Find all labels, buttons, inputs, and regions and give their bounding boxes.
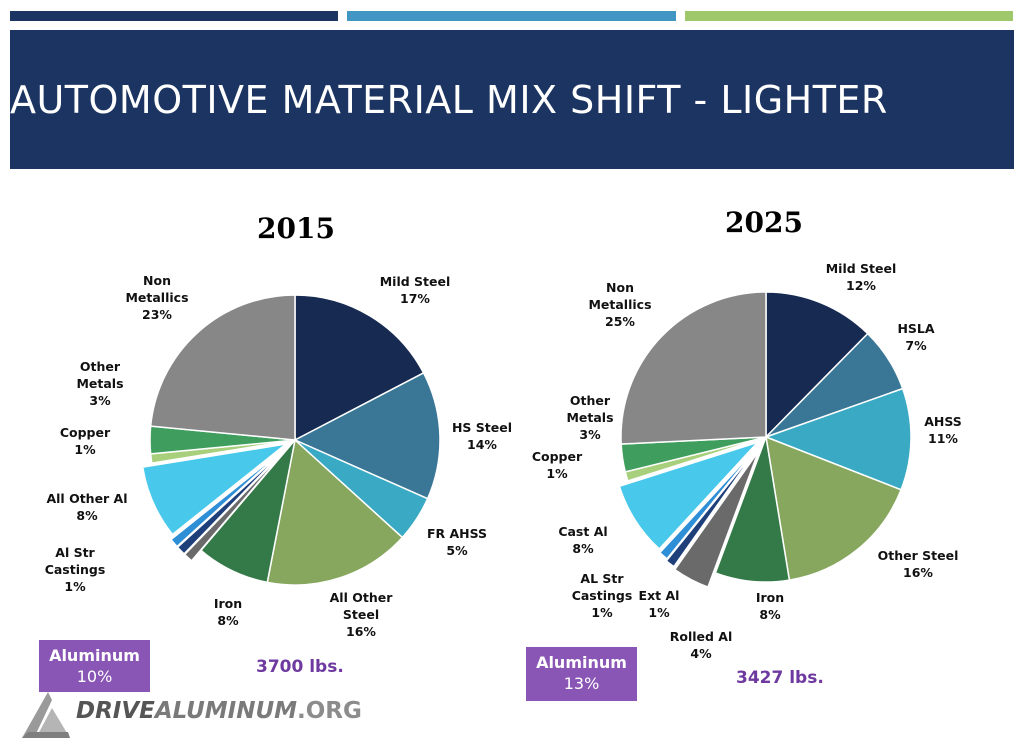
pie-chart-2015: 2015 Mild Steel 17% HS Steel 14% FR AHSS 5% All… — [45, 212, 512, 639]
slice-label: HSLA 7% — [897, 321, 934, 353]
total-weight-2015: 3700 lbs. — [256, 657, 344, 677]
slice-label: Mild Steel 12% — [826, 261, 897, 293]
pie-slice — [294, 294, 425, 442]
logo-wordmark: DRIVEALUMINUM.ORG — [76, 698, 362, 724]
pie-slice — [183, 449, 287, 562]
slice-label: AHSS 11% — [924, 414, 962, 446]
pie-slice — [618, 440, 761, 551]
pie-slice — [266, 438, 404, 586]
aluminum-share-box-2025: Aluminum 13% — [526, 647, 637, 701]
aluminum-share-box-2015: Aluminum 10% — [39, 640, 150, 692]
chart-title: 2025 — [725, 206, 803, 239]
aluminum-box-value: 13% — [563, 674, 600, 693]
slice-label: Ext Al 1% — [639, 588, 680, 620]
slide-title: AUTOMOTIVE MATERIAL MIX SHIFT - LIGHTER — [10, 78, 888, 122]
slice-label: All Other Al 8% — [46, 491, 127, 523]
slice-label: Other Steel 16% — [878, 548, 959, 580]
pie-slice — [176, 449, 286, 555]
drivealuminum-logo: DRIVEALUMINUM.ORG — [18, 686, 362, 742]
aluminum-box-label: Aluminum — [49, 646, 140, 665]
header-stripe-navy — [10, 11, 338, 21]
pie-slice — [149, 294, 296, 441]
aluminum-box-label: Aluminum — [536, 653, 627, 672]
slice-label: Other Metals 3% — [566, 393, 613, 442]
pie-slice — [658, 445, 759, 560]
slice-label: Iron 8% — [756, 590, 784, 622]
pie-slice — [141, 442, 289, 536]
pie-slice — [673, 450, 760, 589]
slice-label: HS Steel 14% — [452, 420, 512, 452]
slice-label: AL Str Castings 1% — [572, 571, 633, 620]
pie-slice — [665, 447, 759, 568]
pie-slice — [293, 371, 441, 500]
pie-slice — [763, 387, 912, 491]
slice-label: Copper 1% — [532, 449, 583, 481]
aluminum-box-value: 10% — [76, 667, 113, 686]
header-stripe-green — [685, 11, 1013, 21]
pie-slice — [714, 434, 791, 583]
slice-label: Al Str Castings 1% — [45, 545, 106, 594]
total-weight-2025: 3427 lbs. — [736, 668, 824, 688]
slice-label: Copper 1% — [60, 425, 111, 457]
header-stripe-blue — [347, 11, 676, 21]
pie-slice — [765, 435, 903, 581]
pie-chart-2025: 2025 Mild Steel 12%HSLA 7% AHSS 11% Other Stee… — [532, 206, 962, 661]
chart-title: 2015 — [257, 212, 335, 245]
triangle-logo-icon — [22, 692, 70, 738]
slice-label: Cast Al 8% — [558, 524, 607, 556]
pie-slice — [765, 291, 869, 439]
slice-label: All Other Steel 16% — [330, 590, 394, 639]
slice-label: Non Metallics 25% — [588, 280, 651, 329]
slice-label: Rolled Al 4% — [670, 629, 733, 661]
slice-label: Non Metallics 23% — [125, 273, 188, 322]
slice-label: Iron 8% — [214, 596, 242, 628]
pie-slice — [620, 291, 767, 445]
slice-label: FR AHSS 5% — [427, 526, 487, 558]
slice-label: Mild Steel 17% — [380, 274, 451, 306]
pie-slice — [169, 448, 285, 548]
slice-label: Other Metals 3% — [76, 359, 123, 408]
title-banner — [10, 30, 1014, 169]
